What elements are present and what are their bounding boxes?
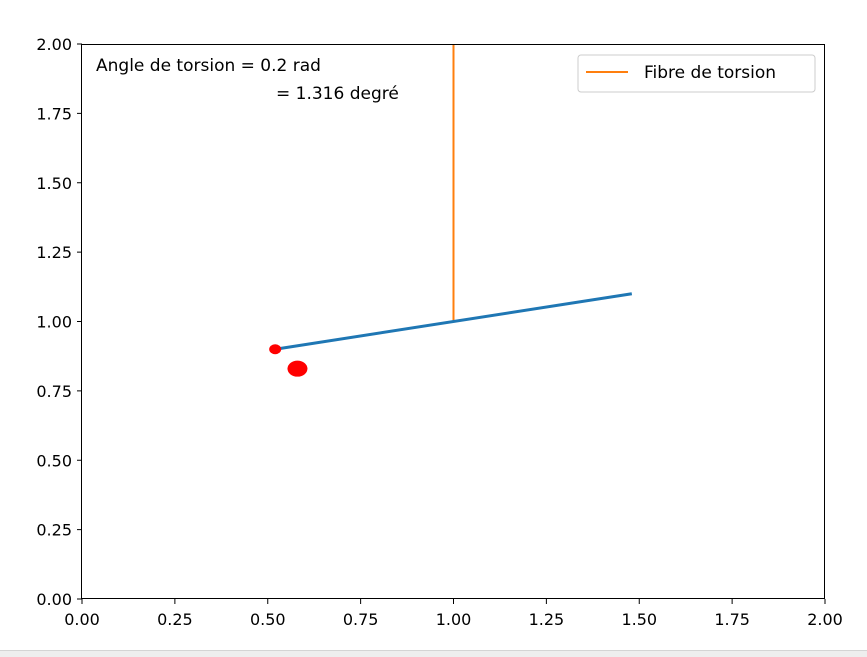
x-tick-label: 2.00 bbox=[807, 610, 843, 629]
annotation-angle-rad: Angle de torsion = 0.2 rad bbox=[96, 56, 321, 76]
y-tick-label: 0.25 bbox=[36, 521, 72, 540]
legend-label-fibre: Fibre de torsion bbox=[644, 63, 776, 83]
plot-area bbox=[269, 44, 633, 377]
y-tick-label: 2.00 bbox=[36, 35, 72, 54]
marker-point-2 bbox=[287, 360, 308, 377]
x-tick-label: 1.50 bbox=[621, 610, 657, 629]
x-tick-label: 1.00 bbox=[436, 610, 472, 629]
y-tick-label: 1.00 bbox=[36, 313, 72, 332]
y-tick-label: 1.50 bbox=[36, 174, 72, 193]
x-tick-label: 0.00 bbox=[64, 610, 100, 629]
y-axis: 0.00 0.25 0.50 0.75 1.00 1.25 1.50 1.75 2.00 bbox=[36, 35, 82, 609]
x-tick-label: 0.50 bbox=[250, 610, 286, 629]
x-axis: 0.00 0.25 0.50 0.75 1.00 1.25 1.50 1.75 2.00 bbox=[64, 599, 843, 629]
series-line-2 bbox=[274, 292, 633, 351]
y-tick-label: 0.75 bbox=[36, 382, 72, 401]
x-tick-label: 1.75 bbox=[714, 610, 750, 629]
legend-box bbox=[577, 54, 816, 93]
x-tick-label: 1.25 bbox=[529, 610, 565, 629]
y-tick-label: 0.00 bbox=[36, 590, 72, 609]
x-tick-label: 0.75 bbox=[343, 610, 379, 629]
marker-point-1 bbox=[269, 344, 282, 355]
y-tick-label: 1.75 bbox=[36, 104, 72, 123]
annotation-angle-deg: = 1.316 degré bbox=[276, 84, 399, 104]
legend: Fibre de torsion bbox=[577, 54, 816, 93]
y-tick-label: 0.50 bbox=[36, 451, 72, 470]
y-tick-label: 1.25 bbox=[36, 243, 72, 262]
x-tick-label: 0.25 bbox=[157, 610, 193, 629]
bottom-scrollbar bbox=[0, 650, 867, 657]
